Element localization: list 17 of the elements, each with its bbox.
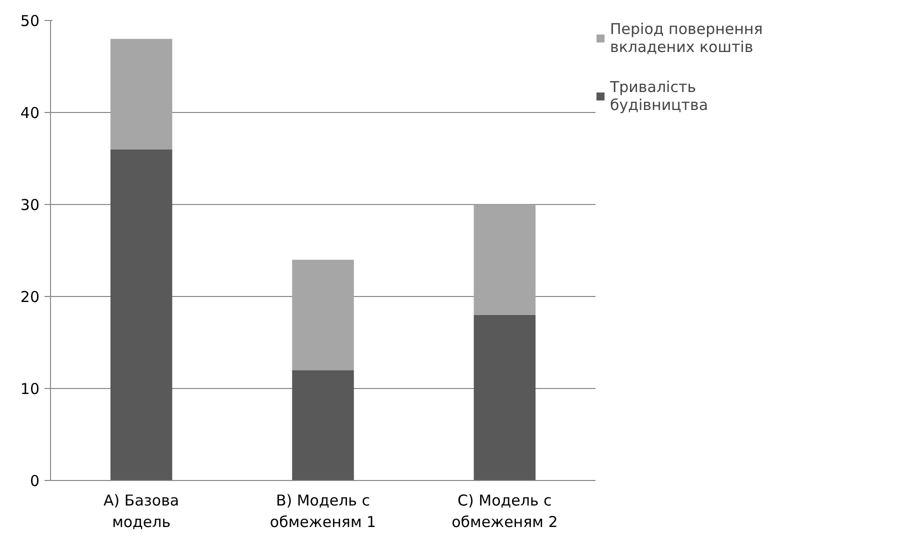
x-tick-label: А) Базова модель <box>104 492 180 532</box>
x-tick-label: С) Модель с обмеженям 2 <box>452 492 558 532</box>
bar <box>110 149 172 480</box>
bar <box>474 204 536 315</box>
bar <box>292 260 354 370</box>
x-tick-label: В) Модель с обмеженям 1 <box>270 492 376 532</box>
legend-label: Тривалість будівництва <box>610 78 708 114</box>
y-tick-label: 30 <box>20 196 40 214</box>
bar <box>110 38 172 150</box>
bar <box>292 370 354 480</box>
y-tick-label: 0 <box>30 472 40 490</box>
y-tick-label: 10 <box>20 380 40 398</box>
y-tick-label: 20 <box>20 288 40 306</box>
legend-label: Період повернення вкладених коштів <box>610 20 763 56</box>
y-tick-label: 40 <box>20 104 40 122</box>
bar <box>474 314 536 480</box>
y-tick-label: 50 <box>20 12 40 30</box>
